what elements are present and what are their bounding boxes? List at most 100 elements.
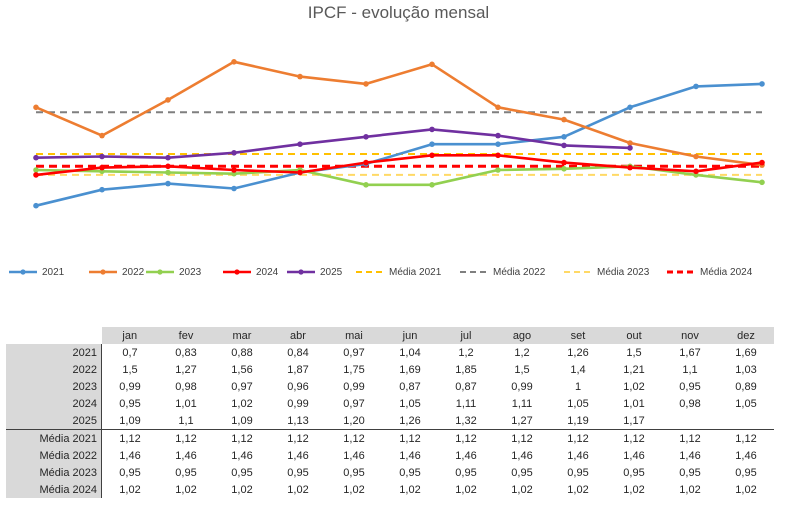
table-cell: 1,1 bbox=[682, 363, 698, 376]
table-cell: 1,12 bbox=[438, 429, 494, 447]
point-2021-fev bbox=[99, 186, 105, 193]
table-cell: 1,19 bbox=[567, 414, 589, 427]
table-cell: 1,12 bbox=[326, 429, 382, 447]
point-2022-out bbox=[627, 140, 633, 146]
point-2021-nov bbox=[693, 83, 699, 90]
table-cell: 1,02 bbox=[343, 483, 365, 496]
table-cell: 0,98 bbox=[679, 397, 701, 410]
point-2025-abr bbox=[231, 150, 237, 156]
table-cell: 1,12 bbox=[550, 429, 606, 447]
table-cell: 1,26 bbox=[399, 414, 421, 427]
column-header-jul: jul bbox=[438, 327, 494, 344]
series-line-2024 bbox=[35, 154, 763, 177]
table-cell: 0,95 bbox=[175, 466, 197, 479]
table-cell: 1,04 bbox=[399, 346, 421, 359]
point-2022-ago bbox=[495, 104, 501, 111]
point-2025-mar bbox=[165, 154, 171, 161]
table-cell: 1,12 bbox=[158, 429, 214, 447]
row-label: Média 2021 bbox=[6, 429, 102, 447]
chart-title: IPCF - evolução mensal bbox=[307, 3, 490, 22]
point-2024-dez bbox=[759, 159, 765, 166]
table-cell bbox=[718, 412, 774, 430]
point-2025-set bbox=[561, 142, 567, 149]
point-2022-jul bbox=[429, 61, 435, 68]
table-cell: 1,27 bbox=[175, 363, 197, 376]
table-cell: 1,01 bbox=[175, 397, 197, 410]
legend-item-media-2023: Média 2023 bbox=[563, 264, 649, 280]
table-cell: 1,46 bbox=[567, 449, 589, 462]
table-cell: 1,17 bbox=[623, 414, 645, 427]
table-cell: 1,02 bbox=[119, 483, 141, 496]
table-cell: 1,87 bbox=[287, 363, 309, 376]
point-2021-ago bbox=[495, 141, 501, 147]
point-2025-jan bbox=[33, 154, 39, 161]
table-cell: 1,12 bbox=[101, 429, 158, 447]
table-cell: 1,69 bbox=[735, 346, 757, 359]
point-2022-fev bbox=[99, 132, 105, 139]
table-cell: 1,26 bbox=[567, 346, 589, 359]
series-line-2025 bbox=[35, 128, 631, 159]
table-cell: 0,95 bbox=[287, 466, 309, 479]
table-cell: 1,2 bbox=[458, 346, 474, 359]
table-cell: 1,09 bbox=[231, 414, 253, 427]
legend-item-2023: 2023 bbox=[145, 264, 201, 280]
table-row: Média 2023 0,95 0,95 0,95 0,95 0,95 0,95 0,95 0,… bbox=[6, 464, 774, 481]
table-cell: 1,56 bbox=[231, 363, 253, 376]
table-cell: 1,46 bbox=[287, 449, 309, 462]
table-cell: 1,46 bbox=[679, 449, 701, 462]
table-cell: 0,97 bbox=[343, 346, 365, 359]
column-header-set: set bbox=[550, 327, 606, 344]
table-cell: 1,2 bbox=[514, 346, 530, 359]
table-cell: 1,02 bbox=[567, 483, 589, 496]
series-lines bbox=[35, 60, 763, 207]
table-cell: 1,12 bbox=[606, 429, 662, 447]
point-2021-out bbox=[627, 104, 633, 111]
table-cell: 1,12 bbox=[494, 429, 550, 447]
table-cell: 1,5 bbox=[122, 363, 138, 376]
table-cell: 0,96 bbox=[287, 380, 309, 393]
point-2021-abr bbox=[231, 185, 237, 192]
table-cell: 1,05 bbox=[567, 397, 589, 410]
row-label: Média 2024 bbox=[6, 481, 102, 498]
table-cell: 0,99 bbox=[119, 380, 141, 393]
table-cell: 1,46 bbox=[175, 449, 197, 462]
point-2021-jan bbox=[33, 202, 39, 209]
row-label: 2025 bbox=[6, 412, 102, 430]
table-cell: 0,99 bbox=[511, 380, 533, 393]
table-header: jan fev mar abr mai jun jul ago set out nov dez bbox=[6, 327, 774, 344]
table-row: Média 2021 1,12 1,12 1,12 1,12 1,12 1,12 1,12 1,… bbox=[6, 429, 774, 447]
table-cell: 1,1 bbox=[178, 414, 194, 427]
legend-label: Média 2024 bbox=[700, 266, 753, 278]
point-2024-out bbox=[627, 164, 633, 171]
point-2022-jan bbox=[33, 104, 39, 111]
table-cell: 0,98 bbox=[175, 380, 197, 393]
line-chart bbox=[33, 59, 765, 209]
legend-swatch bbox=[223, 269, 251, 275]
column-header-ago: ago bbox=[494, 327, 550, 344]
legend-swatch bbox=[356, 271, 384, 273]
series-line-2022 bbox=[35, 60, 763, 167]
table-cell: 1,46 bbox=[511, 449, 533, 462]
point-2024-mar bbox=[165, 163, 171, 170]
table-cell: 1,02 bbox=[231, 483, 253, 496]
table-cell: 1,85 bbox=[455, 363, 477, 376]
point-2022-mar bbox=[165, 97, 171, 103]
table-row: Média 2024 1,02 1,02 1,02 1,02 1,02 1,02 1,02 1,… bbox=[6, 481, 774, 498]
row-label: 2021 bbox=[6, 344, 102, 361]
table-cell: 1,4 bbox=[570, 363, 586, 376]
point-2024-set bbox=[561, 159, 567, 166]
table-row: Média 2022 1,46 1,46 1,46 1,46 1,46 1,46 1,46 1,… bbox=[6, 447, 774, 464]
table-cell: 1,12 bbox=[382, 429, 438, 447]
point-2025-jun bbox=[363, 134, 369, 140]
point-2022-mai bbox=[297, 73, 303, 80]
point-2024-abr bbox=[231, 167, 237, 173]
point-2025-fev bbox=[99, 153, 105, 160]
row-label: 2024 bbox=[6, 395, 102, 412]
legend-label: 2021 bbox=[42, 266, 65, 278]
legend-swatch bbox=[287, 269, 315, 275]
table-cell: 0,95 bbox=[399, 466, 421, 479]
table-cell: 0,95 bbox=[511, 466, 533, 479]
column-header-mai: mai bbox=[326, 327, 382, 344]
table-cell: 1,46 bbox=[119, 449, 141, 462]
column-header-abr: abr bbox=[270, 327, 326, 344]
